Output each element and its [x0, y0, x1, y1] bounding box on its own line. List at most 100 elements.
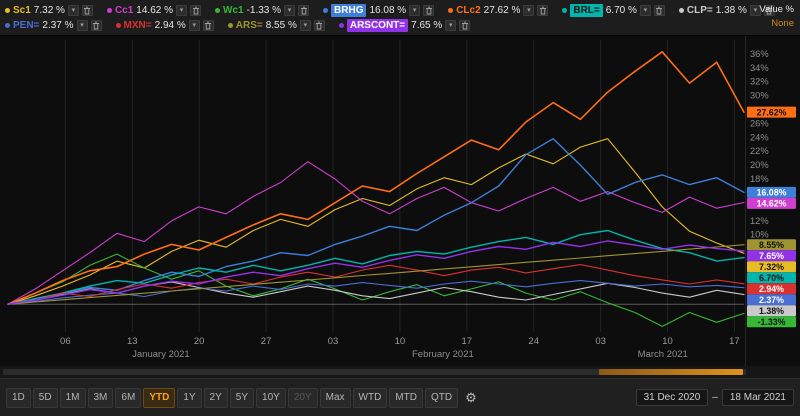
legend-ticker: Cc1: [114, 5, 134, 16]
chevron-down-icon[interactable]: ▾: [299, 20, 311, 31]
legend-item-Sc1[interactable]: Sc1 7.32 % ▾: [5, 4, 93, 17]
axis-badge-CLc2: [747, 106, 796, 118]
price-chart[interactable]: 06 13 20 27 03 10 17 24 03 10 17 January 2021 Februa…: [0, 36, 800, 366]
trash-icon[interactable]: [763, 5, 775, 16]
legend-row-2: PEN= 2.37 % ▾ MXN= 2.94 % ▾ ARS= 8.55 % ▾ ARSCONT…: [5, 18, 795, 33]
x-tick-label: 03: [595, 336, 606, 347]
y-tick-label: 22%: [750, 146, 769, 156]
chevron-down-icon[interactable]: ▾: [284, 5, 296, 16]
series-line-Sc1[interactable]: [7, 138, 745, 305]
series-line-Cc1[interactable]: [7, 161, 745, 305]
trash-icon[interactable]: [653, 5, 665, 16]
axis-badge-label: 14.62%: [757, 199, 787, 209]
chevron-down-icon[interactable]: ▾: [67, 5, 79, 16]
legend-panel: Sc1 7.32 % ▾ Cc1 14.62 % ▾ Wc1 -1.33 % ▾ BRHG 16.0…: [0, 0, 800, 36]
period-button-5d[interactable]: 5D: [32, 387, 58, 408]
trash-icon[interactable]: [81, 5, 93, 16]
trash-icon[interactable]: [313, 20, 325, 31]
chevron-down-icon[interactable]: ▾: [76, 20, 88, 31]
period-button-ytd[interactable]: YTD: [143, 387, 176, 408]
chevron-down-icon[interactable]: ▾: [523, 5, 535, 16]
legend-item-BRHG[interactable]: BRHG 16.08 % ▾: [323, 4, 435, 17]
x-tick-label: 03: [328, 336, 339, 347]
x-tick-label: 13: [127, 336, 138, 347]
trash-icon[interactable]: [459, 20, 471, 31]
series-line-CLc2[interactable]: [7, 51, 745, 306]
end-date-input[interactable]: 18 Mar 2021: [721, 389, 794, 406]
trash-icon[interactable]: [190, 5, 201, 16]
legend-value: 16.08 %: [369, 5, 407, 16]
legend-item-ARSCONT[interactable]: ARSCONT= 7.65 % ▾: [338, 19, 471, 32]
legend-ticker: CLP=: [686, 5, 713, 16]
axis-badge-label: 8.55%: [759, 240, 784, 250]
trash-icon[interactable]: [423, 5, 435, 16]
period-button-1d[interactable]: 1D: [6, 387, 31, 408]
legend-item-BRL[interactable]: BRL= 6.70 % ▾: [562, 4, 665, 17]
period-button-mtd[interactable]: MTD: [389, 387, 423, 408]
period-button-max[interactable]: Max: [319, 387, 351, 408]
x-tick-label: 10: [395, 336, 406, 347]
period-button-wtd[interactable]: WTD: [352, 387, 388, 408]
legend-item-CLc2[interactable]: CLc2 27.62 % ▾: [448, 4, 549, 17]
chevron-down-icon[interactable]: ▾: [445, 20, 457, 31]
period-button-5y[interactable]: 5Y: [229, 387, 255, 408]
legend-value: 6.70 %: [605, 5, 637, 16]
period-button-group: 1D 5D 1M 3M 6M YTD 1Y 2Y 5Y 10Y 20Y Max WTD MTD QTD: [6, 387, 459, 408]
axis-badge-Wc1: [747, 316, 796, 328]
series-color-dot: [338, 23, 344, 28]
series-color-dot: [323, 8, 329, 13]
y-tick-label: 12%: [750, 216, 769, 226]
legend-row-1: Sc1 7.32 % ▾ Cc1 14.62 % ▾ Wc1 -1.33 % ▾ BRHG 16.0…: [5, 3, 795, 18]
series-line-MXN[interactable]: [7, 264, 745, 305]
axis-badge-label: 16.08%: [757, 188, 787, 198]
series-line-BRHG[interactable]: [7, 137, 745, 305]
axis-badge-BRL: [747, 272, 796, 284]
chevron-down-icon[interactable]: ▾: [409, 5, 421, 16]
legend-value: 14.62 %: [136, 5, 173, 16]
period-button-2y[interactable]: 2Y: [203, 387, 228, 408]
period-button-1m[interactable]: 1M: [59, 387, 86, 408]
axis-badge-BRHG: [747, 186, 796, 198]
period-button-10y[interactable]: 10Y: [256, 387, 286, 408]
x-month-label: March 2021: [638, 349, 688, 360]
scrollbar-range-thumb[interactable]: [599, 369, 743, 375]
legend-item-Cc1[interactable]: Cc1 14.62 % ▾: [106, 4, 201, 17]
series-color-dot: [5, 23, 10, 28]
trash-icon[interactable]: [90, 20, 102, 31]
series-color-dot: [106, 8, 112, 13]
period-button-qtd[interactable]: QTD: [424, 387, 459, 408]
series-line-ARSCONT[interactable]: [7, 240, 745, 305]
scrollbar-track[interactable]: [3, 369, 746, 375]
legend-item-MXN[interactable]: MXN= 2.94 % ▾: [115, 19, 214, 32]
series-line-BRL[interactable]: [7, 229, 745, 305]
period-button-20y[interactable]: 20Y: [287, 387, 318, 408]
series-line-ARS[interactable]: [7, 244, 745, 305]
series-color-dot: [448, 8, 454, 13]
trash-icon[interactable]: [298, 5, 310, 16]
period-button-1y[interactable]: 1Y: [177, 387, 202, 408]
period-button-6m[interactable]: 6M: [115, 387, 142, 408]
legend-item-PEN[interactable]: PEN= 2.37 % ▾: [5, 19, 102, 32]
chevron-down-icon[interactable]: ▾: [188, 20, 200, 31]
legend-value: 7.32 %: [33, 5, 65, 16]
series-color-dot: [5, 8, 10, 13]
start-date-input[interactable]: 31 Dec 2020: [635, 389, 709, 406]
axis-badge-label: 7.65%: [759, 251, 784, 261]
chevron-down-icon[interactable]: ▾: [176, 5, 187, 16]
chevron-down-icon[interactable]: ▾: [639, 5, 651, 16]
axis-badge-Sc1: [747, 261, 796, 273]
x-tick-label: 10: [662, 336, 673, 347]
legend-item-CLP[interactable]: CLP= 1.38 % ▾: [678, 4, 775, 17]
x-tick-label: 17: [729, 336, 740, 347]
legend-item-Wc1[interactable]: Wc1 -1.33 % ▾: [215, 4, 310, 17]
axis-header: Value % None: [759, 3, 794, 31]
trash-icon[interactable]: [202, 20, 214, 31]
series-color-dot: [115, 23, 121, 28]
period-button-3m[interactable]: 3M: [87, 387, 114, 408]
y-tick-label: 18%: [750, 174, 769, 184]
trash-icon[interactable]: [537, 5, 549, 16]
chevron-down-icon[interactable]: ▾: [749, 5, 761, 16]
settings-gear-icon[interactable]: ⚙: [461, 390, 481, 406]
legend-item-ARS[interactable]: ARS= 8.55 % ▾: [227, 19, 325, 32]
x-tick-label: 24: [528, 336, 539, 347]
